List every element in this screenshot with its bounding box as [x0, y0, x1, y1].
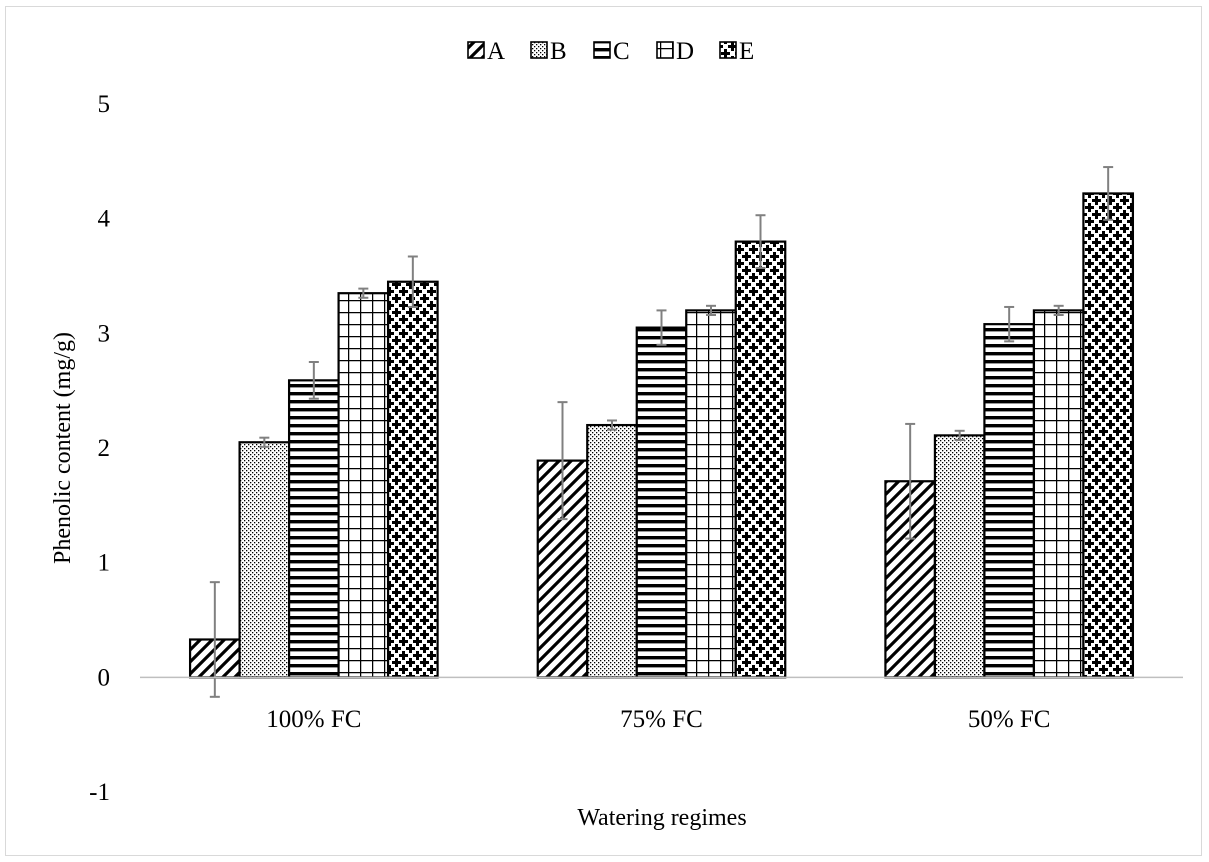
y-tick-label: 2: [98, 435, 111, 462]
bar-D-1: [685, 309, 737, 679]
bar-C-1: [635, 326, 688, 679]
x-tick-label: 100% FC: [266, 706, 361, 733]
bar-B-0: [238, 441, 291, 679]
y-tick-label: 3: [98, 320, 111, 347]
legend-swatch-E: [719, 41, 737, 59]
error-bar-C-1: [656, 309, 667, 346]
bar-B-1: [586, 423, 638, 679]
bar-D-0: [337, 292, 390, 679]
bar-E-2: [1082, 192, 1135, 679]
error-bar-E-1: [755, 214, 766, 269]
bar-B-2: [933, 434, 986, 679]
x-tick-label: 50% FC: [968, 706, 1051, 733]
x-axis-title: Watering regimes: [577, 805, 746, 831]
error-bar-B-2: [954, 429, 965, 441]
bar-C-0: [287, 379, 340, 679]
y-tick-label: 0: [98, 664, 111, 691]
y-tick-label: 1: [98, 550, 111, 577]
error-bar-E-0: [407, 255, 418, 308]
error-bar-D-2: [1053, 304, 1064, 316]
legend-swatch-A: [467, 41, 485, 59]
legend-label-E: E: [739, 38, 754, 65]
legend-swatch-B: [530, 41, 548, 59]
legend-label-C: C: [613, 38, 630, 65]
bar-C-2: [983, 323, 1036, 679]
error-bar-C-2: [1004, 305, 1015, 343]
bar-D-2: [1032, 309, 1085, 679]
y-tick-label: 5: [98, 91, 111, 118]
bar-E-1: [734, 240, 787, 679]
y-axis-title: Phenolic content (mg/g): [50, 332, 76, 564]
legend-swatch-C: [593, 41, 611, 59]
legend: A B C D E: [467, 38, 754, 65]
error-bar-D-0: [358, 287, 369, 299]
y-tick-label: -1: [89, 779, 110, 806]
legend-label-D: D: [676, 38, 694, 65]
x-tick-label: 75% FC: [620, 706, 703, 733]
error-bar-A-2: [905, 422, 916, 540]
error-bar-A-1: [557, 401, 568, 521]
bar-E-0: [386, 280, 439, 679]
bars: [188, 166, 1135, 698]
error-bar-D-1: [706, 304, 716, 316]
x-axis: 100% FC 75% FC 50% FC: [140, 676, 1183, 733]
y-axis: -1 0 1 2 3 4 5: [89, 91, 110, 806]
legend-label-A: A: [487, 38, 505, 65]
legend-swatch-D: [656, 41, 674, 59]
error-bar-B-0: [259, 436, 270, 448]
legend-label-B: B: [550, 38, 567, 65]
y-tick-label: 4: [98, 206, 111, 233]
error-bar-E-2: [1103, 166, 1114, 221]
error-bar-C-0: [308, 361, 319, 400]
chart-frame: [5, 6, 1202, 856]
error-bar-B-1: [607, 419, 617, 431]
